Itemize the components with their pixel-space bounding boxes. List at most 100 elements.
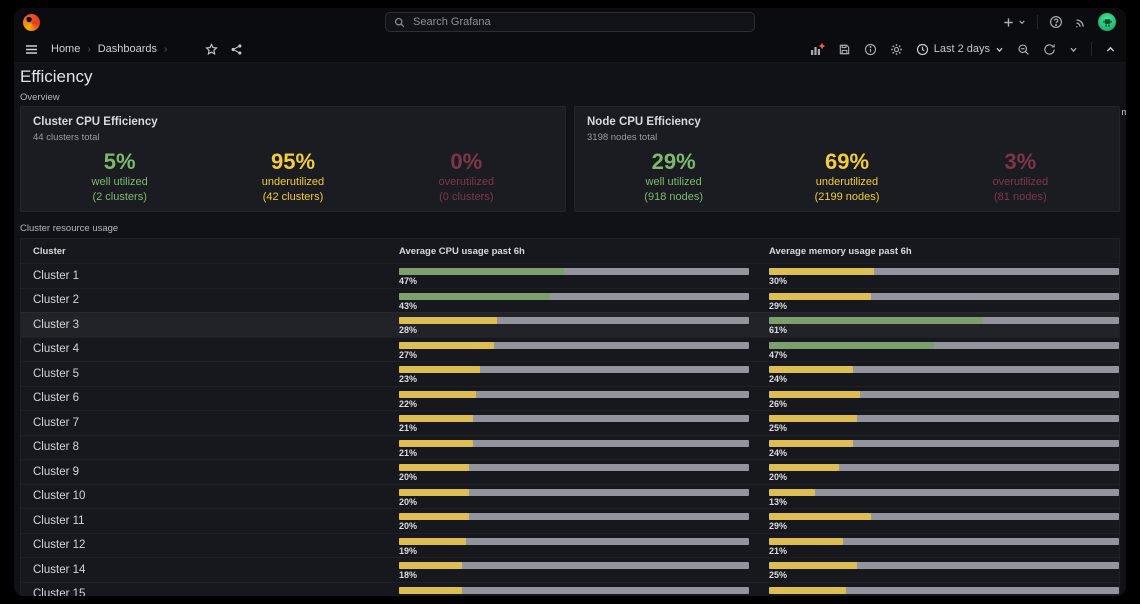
memory-bar-fill — [769, 366, 853, 373]
memory-percent-label: 30% — [769, 276, 788, 286]
save-icon — [839, 44, 849, 54]
chevron-down-icon — [1070, 47, 1077, 52]
memory-bar-fill — [769, 341, 934, 349]
hamburger-icon — [26, 44, 37, 54]
cpu-bar-fill — [399, 562, 462, 569]
column-header-cluster[interactable]: Cluster — [33, 245, 66, 257]
cpu-bar-fill — [399, 513, 469, 520]
table-row[interactable]: Cluster 6 22% 26% — [21, 386, 1119, 411]
table-row[interactable]: Cluster 5 23% 24% — [21, 361, 1119, 386]
memory-usage-cell: 61% — [769, 313, 1119, 337]
row-header-usage[interactable]: Cluster resource usage — [20, 223, 119, 234]
cpu-percent-label: 21% — [399, 423, 418, 433]
memory-usage-cell: 22% — [769, 583, 1119, 596]
memory-percent-label: 24% — [769, 447, 788, 458]
column-header-memory[interactable]: Average memory usage past 6h — [769, 245, 912, 257]
cpu-usage-cell: 19% — [399, 534, 769, 558]
table-row[interactable]: Cluster 4 27% 47% — [21, 337, 1119, 362]
table-row[interactable]: Cluster 3 28% 61% — [21, 312, 1119, 337]
column-header-cpu[interactable]: Average CPU usage past 6h — [399, 245, 525, 257]
cpu-percent-label: 23% — [399, 374, 418, 384]
grafana-logo-icon[interactable] — [23, 13, 40, 31]
breadcrumb-dashboards[interactable]: Dashboards — [97, 43, 158, 55]
avatar-creature-icon — [1102, 18, 1112, 27]
refresh-icon — [1044, 43, 1055, 55]
efficiency-stat-panel[interactable]: Cluster CPU Efficiency 44 clusters total… — [20, 106, 566, 212]
memory-bar-fill — [769, 390, 860, 398]
memory-usage-cell: 29% — [769, 289, 1119, 313]
collapse-toolbar-button[interactable] — [1105, 44, 1116, 55]
table-row[interactable]: Cluster 10 20% 13% — [21, 484, 1119, 509]
help-button[interactable] — [1049, 15, 1063, 29]
new-menu-button[interactable] — [1002, 16, 1026, 29]
stat-sublabel: (2 clusters) — [92, 191, 147, 203]
memory-usage-cell: 13% — [769, 485, 1119, 509]
table-row[interactable]: Cluster 9 20% 20% — [21, 459, 1119, 484]
table-row[interactable]: Cluster 12 19% 21% — [21, 533, 1119, 558]
memory-bar-fill — [769, 586, 846, 594]
search-bar[interactable] — [385, 12, 755, 32]
panel-info-button[interactable] — [864, 43, 877, 56]
cluster-name-cell: Cluster 14 — [33, 563, 86, 576]
table-row[interactable]: Cluster 2 43% 29% — [21, 288, 1119, 313]
table-row[interactable]: Cluster 15 18% 22% — [21, 582, 1119, 596]
panel-subtitle: 3198 nodes total — [587, 132, 658, 143]
zoom-out-time-button[interactable] — [1017, 43, 1030, 56]
user-avatar[interactable] — [1098, 13, 1116, 31]
share-button[interactable] — [230, 43, 243, 56]
cpu-bar-track — [399, 488, 749, 496]
favorite-button[interactable] — [205, 42, 219, 56]
memory-percent-label: 21% — [769, 545, 788, 556]
clipped-panel-text: m — [1121, 107, 1127, 117]
cpu-bar-fill — [399, 439, 473, 447]
table-row[interactable]: Cluster 7 21% 25% — [21, 410, 1119, 435]
table-row[interactable]: Cluster 1 47% 30% — [21, 263, 1119, 288]
stat-underutilized: 69% underutilized (2199 nodes) — [760, 148, 933, 205]
top-nav-bar — [14, 8, 1126, 36]
news-button[interactable] — [1074, 16, 1087, 29]
breadcrumb-home[interactable]: Home — [51, 43, 81, 55]
cpu-percent-label: 20% — [399, 472, 418, 482]
memory-bar-track — [769, 562, 1119, 569]
cpu-bar-track — [399, 464, 749, 471]
cluster-name-cell: Cluster 15 — [33, 588, 86, 596]
cpu-bar-fill — [399, 488, 469, 496]
save-dashboard-button[interactable] — [838, 43, 851, 56]
table-row[interactable]: Cluster 14 18% 25% — [21, 557, 1119, 582]
cpu-percent-label: 18% — [399, 570, 418, 580]
cpu-percent-label: 22% — [399, 398, 418, 409]
memory-usage-cell: 30% — [769, 264, 1119, 288]
rss-icon — [1075, 18, 1084, 28]
cpu-bar-track — [399, 292, 749, 300]
cpu-percent-label: 19% — [399, 545, 418, 556]
table-row[interactable]: Cluster 8 21% 24% — [21, 435, 1119, 460]
stat-sublabel: (918 nodes) — [644, 191, 704, 203]
cpu-bar-track — [399, 390, 749, 398]
search-input[interactable] — [411, 15, 754, 29]
memory-bar-fill — [769, 562, 857, 569]
memory-bar-track — [769, 513, 1119, 520]
memory-bar-fill — [769, 268, 874, 275]
time-range-picker[interactable]: Last 2 days — [916, 43, 1004, 56]
memory-bar-track — [769, 464, 1119, 471]
memory-bar-track — [769, 268, 1119, 275]
stat-sublabel: (81 nodes) — [994, 191, 1047, 203]
dashboard-settings-button[interactable] — [890, 43, 903, 56]
add-panel-button[interactable] — [809, 42, 825, 57]
stat-well-utilized: 29% well utilized (918 nodes) — [587, 148, 760, 205]
zoom-out-icon — [1018, 43, 1029, 55]
breadcrumb-separator: › — [164, 43, 168, 55]
row-header-overview[interactable]: Overview — [20, 92, 60, 103]
refresh-button[interactable] — [1043, 43, 1056, 56]
cpu-bar-fill — [399, 464, 469, 471]
refresh-interval-dropdown[interactable] — [1069, 45, 1078, 54]
page-title: Efficiency — [20, 67, 93, 86]
chevron-up-icon — [1106, 46, 1115, 52]
memory-bar-fill — [769, 292, 871, 300]
table-row[interactable]: Cluster 11 20% 29% — [21, 508, 1119, 533]
share-icon — [231, 43, 242, 55]
memory-bar-track — [769, 537, 1119, 545]
efficiency-stat-panel[interactable]: Node CPU Efficiency 3198 nodes total 29%… — [574, 106, 1120, 212]
cluster-name-cell: Cluster 1 — [33, 269, 80, 282]
mega-menu-button[interactable] — [24, 42, 39, 57]
